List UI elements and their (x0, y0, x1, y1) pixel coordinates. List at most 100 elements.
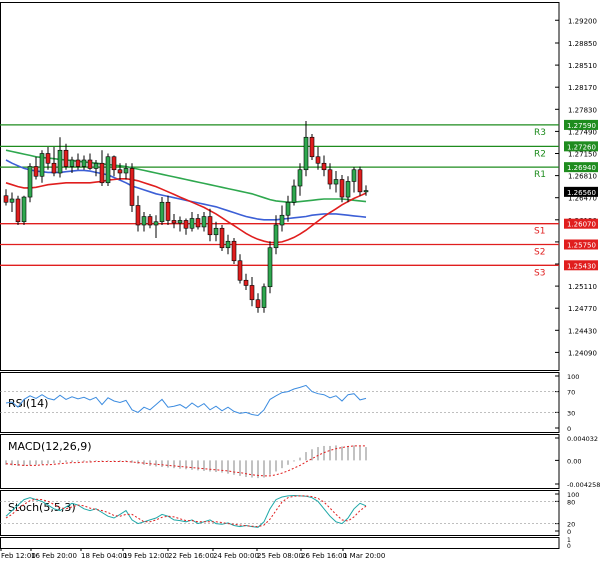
rsi-tick-label: 30 (567, 409, 575, 417)
price-badges: 1.27590 1.27260 1.26940 1.26070 1.25750 1.254… (564, 119, 598, 271)
candle-body-down (129, 168, 135, 206)
rsi-line (5, 384, 367, 417)
candle (117, 163, 123, 180)
candle (285, 195, 291, 222)
time-tick-label: 18 Feb 04:00 (81, 552, 127, 560)
candle (105, 153, 111, 186)
candle (201, 212, 207, 232)
candle-body-down (255, 299, 261, 308)
time-tick-label: 25 Feb 08:00 (257, 552, 303, 560)
candle (129, 163, 135, 212)
candle-body-up (213, 227, 219, 236)
candle (339, 174, 345, 203)
candle (111, 155, 117, 177)
stoch-tick-label: 20 (567, 521, 575, 529)
pane-frame-stoch (0, 490, 560, 536)
candle (219, 225, 225, 251)
candle-body-down (243, 279, 249, 286)
candle-body-up (303, 136, 309, 171)
price-pane: 1.29200 1.28850 1.28510 1.28170 1.27830 1.274… (0, 17, 598, 357)
candle (51, 147, 57, 177)
pane-frames (0, 2, 560, 549)
level-r3-badge (564, 119, 598, 130)
candle (183, 218, 189, 235)
candle (135, 195, 141, 232)
candle-body-down (219, 227, 225, 249)
candle-body-down (45, 153, 51, 164)
candle-body-down (3, 195, 9, 203)
candle-body-up (363, 190, 369, 193)
candle-body-up (201, 216, 207, 228)
candle (195, 213, 201, 230)
level-s3-badge (564, 260, 598, 271)
level-s1-badge-label: 1.26070 (567, 221, 596, 229)
candle (363, 185, 369, 196)
candle (165, 195, 171, 225)
candle-body-down (51, 162, 57, 174)
candle (237, 254, 243, 284)
candle-body-up (159, 201, 165, 223)
candle (243, 273, 249, 290)
candle (231, 238, 237, 264)
candle (141, 212, 147, 232)
candle (75, 153, 81, 170)
time-tick-label: 24 Feb 00:00 (213, 552, 259, 560)
candle (123, 163, 129, 180)
candle-body-up (141, 216, 147, 226)
price-tick-label: 1.27830 (568, 106, 597, 114)
candle (321, 155, 327, 177)
candle (9, 192, 15, 212)
candle-body-down (327, 169, 333, 185)
candle-body-down (63, 149, 69, 167)
candle-body-up (27, 166, 33, 198)
candle-body-up (285, 201, 291, 216)
candle-body-down (249, 285, 255, 301)
level-r1-badge-label: 1.26940 (567, 164, 596, 172)
candle-body-down (321, 162, 327, 171)
time-tick-label: 1 Mar 20:00 (343, 552, 385, 560)
candle (93, 160, 99, 177)
candle-body-up (39, 153, 45, 177)
candle (261, 283, 267, 313)
price-tick-label: 1.25110 (568, 283, 597, 291)
candle-body-up (153, 221, 159, 226)
candle (273, 215, 279, 255)
candle (171, 213, 177, 229)
candle-body-down (87, 159, 93, 169)
price-tick-label: 1.29200 (568, 17, 597, 25)
candle (303, 121, 309, 177)
time-tick-label: 22 Feb 16:00 (168, 552, 214, 560)
candle (189, 212, 195, 232)
current-price-badge (564, 186, 598, 197)
level-name-s3: S3 (534, 268, 545, 278)
candle-body-up (273, 224, 279, 249)
level-s1-badge (564, 218, 598, 229)
level-r3-badge-label: 1.27590 (567, 122, 596, 130)
candle (345, 176, 351, 203)
candle-body-down (75, 159, 81, 167)
rsi-tick-label: 0 (567, 425, 571, 433)
rsi-tick-label: 100 (567, 373, 579, 381)
price-tick-label: 1.28170 (568, 84, 597, 92)
candle-body-down (339, 179, 345, 198)
level-r1-badge (564, 162, 598, 173)
candle-body-up (297, 169, 303, 187)
candle (15, 195, 21, 225)
candle-body-up (69, 159, 75, 167)
time-tick-label: 26 Feb 16:00 (301, 552, 347, 560)
macd-signal-line (5, 445, 366, 477)
candle-body-down (117, 169, 123, 174)
empty-pane-tick-label: 0 (567, 543, 571, 550)
level-name-r2: R2 (534, 149, 546, 159)
price-tick-label: 1.26810 (568, 173, 597, 181)
candle (309, 134, 315, 160)
candle-body-down (237, 260, 243, 281)
candle (153, 215, 159, 238)
candle-body-up (261, 286, 267, 308)
candle (333, 171, 339, 193)
